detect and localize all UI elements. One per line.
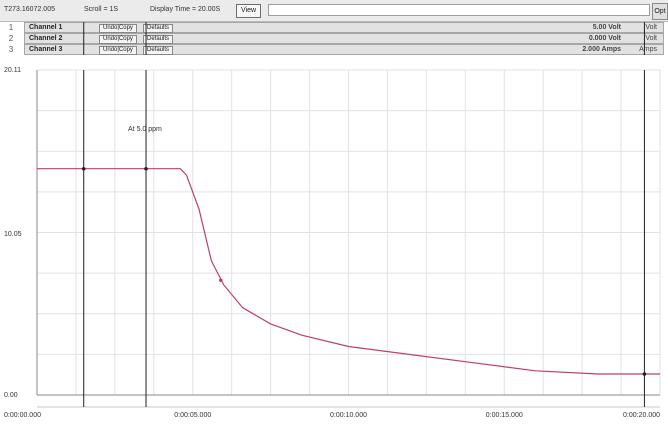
cursor-intersection-point <box>642 372 647 376</box>
channel-defaults-button[interactable]: Defaults <box>143 35 174 44</box>
channel-name: Channel 1 <box>29 24 63 31</box>
channel-defaults-button[interactable]: Defaults <box>143 46 174 55</box>
channel-unit: Amps <box>639 46 657 53</box>
channel-unit: Volt <box>645 35 657 42</box>
channel-unit: Volt <box>645 24 657 31</box>
channel-undo-button[interactable]: Undo|Copy <box>99 35 137 44</box>
y-axis-top-label: 20.11 <box>4 67 21 74</box>
channel-2-marker[interactable]: 2 <box>8 34 14 43</box>
cursor-lines[interactable] <box>83 22 645 407</box>
channel-defaults-button[interactable]: Defaults <box>143 24 174 33</box>
trace-marker-point <box>218 278 223 283</box>
channel-value: 0.000 Volt <box>588 35 621 42</box>
x-tick-label: 0:00:00.000 <box>4 412 41 419</box>
trace-line <box>37 168 660 375</box>
x-tick-label: 0:00:20.000 <box>623 412 660 419</box>
display-time-label: Display Time = 20.00S <box>150 6 221 13</box>
channel-name: Channel 2 <box>29 35 63 42</box>
channel-value: 2.000 Amps <box>582 46 621 53</box>
view-button[interactable]: View <box>236 4 262 18</box>
channel-3-marker[interactable]: 3 <box>8 45 14 54</box>
channel-value: 5.00 Volt <box>592 24 621 31</box>
channel-row-1[interactable]: Channel 1 Undo|Copy Defaults 5.00 Volt V… <box>24 22 664 33</box>
command-input[interactable] <box>268 4 650 16</box>
cursor-annotation: At 5.0 ppm <box>128 126 162 133</box>
toolbar: T273.16072.005 Scroll = 1S Display Time … <box>0 0 668 22</box>
channel-undo-button[interactable]: Undo|Copy <box>99 46 137 55</box>
x-tick-label: 0:00:15.000 <box>486 412 523 419</box>
channel-row-2[interactable]: Channel 2 Undo|Copy Defaults 0.000 Volt … <box>24 33 664 44</box>
channel-undo-button[interactable]: Undo|Copy <box>99 24 137 33</box>
file-info: T273.16072.005 <box>4 6 55 13</box>
x-tick-label: 0:00:05.000 <box>174 412 211 419</box>
x-tick-label: 0:00:10.000 <box>330 412 367 419</box>
chart-axes: 0:00:00.000 0:00:05.000 0:00:10.000 0:00:15… <box>4 70 660 419</box>
cursor-intersection-point <box>81 166 86 171</box>
scroll-info: Scroll = 1S <box>84 6 119 13</box>
trace-layer <box>37 166 660 376</box>
y-axis-bottom-label: 0.00 <box>4 392 18 399</box>
channel-1-marker[interactable]: 1 <box>8 23 14 32</box>
y-axis-mid-label: 10.05 <box>4 231 22 238</box>
cursor-intersection-point <box>144 166 148 171</box>
channel-row-3[interactable]: Channel 3 Undo|Copy Defaults 2.000 Amps … <box>24 44 664 55</box>
channel-name: Channel 3 <box>29 46 63 53</box>
